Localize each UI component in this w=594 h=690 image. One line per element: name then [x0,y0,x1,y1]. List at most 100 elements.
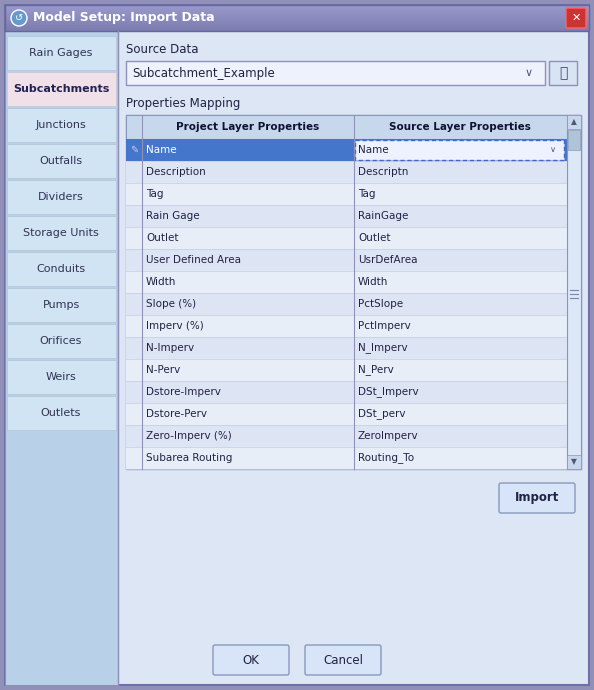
Text: Junctions: Junctions [36,120,86,130]
Text: Outfalls: Outfalls [39,156,83,166]
FancyBboxPatch shape [7,396,116,430]
Text: N-Perv: N-Perv [146,365,180,375]
Text: ▲: ▲ [571,117,577,126]
Bar [5,13,589,14]
Text: RainGage: RainGage [358,211,409,221]
Bar [5,11,589,12]
Bar [5,31,118,685]
Text: Name: Name [358,145,388,155]
Text: Storage Units: Storage Units [23,228,99,238]
Text: Imperv (%): Imperv (%) [146,321,204,331]
Bar [5,6,589,7]
Bar [126,359,567,381]
Text: Source Data: Source Data [126,43,198,56]
FancyBboxPatch shape [7,72,116,106]
Text: Tag: Tag [358,189,375,199]
Bar [126,115,581,139]
Text: UsrDefArea: UsrDefArea [358,255,418,265]
Text: OK: OK [242,653,260,667]
Bar [5,5,589,6]
Text: ✕: ✕ [571,13,581,23]
Bar [5,22,589,23]
Text: Rain Gages: Rain Gages [29,48,93,58]
FancyBboxPatch shape [7,180,116,214]
Text: User Defined Area: User Defined Area [146,255,241,265]
Bar [5,25,589,26]
Bar [5,29,589,30]
Text: DSt_perv: DSt_perv [358,408,406,420]
Text: PctSlope: PctSlope [358,299,403,309]
Bar [5,27,589,28]
FancyBboxPatch shape [7,288,116,322]
Bar [126,403,567,425]
Text: Routing_To: Routing_To [358,453,414,464]
Bar [5,12,589,13]
Bar [126,249,567,271]
Bar [5,26,589,27]
Bar [126,337,567,359]
Text: Subcatchments: Subcatchments [13,84,109,94]
Bar [5,15,589,16]
Text: Cancel: Cancel [323,653,363,667]
Bar [126,183,567,205]
Bar [5,28,589,29]
Bar [126,205,567,227]
Text: Properties Mapping: Properties Mapping [126,97,241,110]
Bar [5,20,589,21]
Bar [126,161,567,183]
Text: DSt_Imperv: DSt_Imperv [358,386,419,397]
Text: Descriptn: Descriptn [358,167,409,177]
Bar [126,315,567,337]
Text: Pumps: Pumps [42,300,80,310]
Text: ✎: ✎ [130,145,138,155]
FancyBboxPatch shape [355,140,564,160]
Text: Zero-Imperv (%): Zero-Imperv (%) [146,431,232,441]
Text: Description: Description [146,167,206,177]
Text: ∨: ∨ [525,68,533,78]
Text: Orifices: Orifices [40,336,82,346]
FancyBboxPatch shape [566,8,586,28]
Text: Slope (%): Slope (%) [146,299,196,309]
FancyBboxPatch shape [7,144,116,178]
Bar [126,139,567,161]
Bar [5,23,589,24]
Circle shape [11,10,27,26]
Text: ZeroImperv: ZeroImperv [358,431,419,441]
Text: Dstore-Imperv: Dstore-Imperv [146,387,221,397]
Text: ▼: ▼ [571,457,577,466]
Bar [126,115,581,469]
Bar [5,5,589,31]
Text: Dividers: Dividers [38,192,84,202]
Text: Subcatchment_Example: Subcatchment_Example [132,66,275,79]
Text: Rain Gage: Rain Gage [146,211,200,221]
Text: Tag: Tag [146,189,163,199]
FancyBboxPatch shape [7,108,116,142]
FancyBboxPatch shape [7,36,116,70]
Bar [568,130,580,150]
Text: Width: Width [146,277,176,287]
Text: Weirs: Weirs [46,372,77,382]
Text: Outlets: Outlets [41,408,81,418]
Text: ∨: ∨ [550,146,556,155]
Bar [126,381,567,403]
Text: Width: Width [358,277,388,287]
FancyBboxPatch shape [7,324,116,358]
Text: 🗁: 🗁 [559,66,567,80]
Text: Dstore-Perv: Dstore-Perv [146,409,207,419]
Bar [5,17,589,18]
Bar [567,115,581,129]
Text: Import: Import [515,491,559,504]
Bar [126,447,567,469]
FancyBboxPatch shape [213,645,289,675]
Bar [5,8,589,9]
Bar [5,21,589,22]
Text: Project Layer Properties: Project Layer Properties [176,122,320,132]
Text: Conduits: Conduits [36,264,86,274]
Bar [567,455,581,469]
Bar [5,14,589,15]
Bar [126,271,567,293]
FancyBboxPatch shape [7,216,116,250]
Bar [126,293,567,315]
Bar [126,227,567,249]
FancyBboxPatch shape [7,252,116,286]
